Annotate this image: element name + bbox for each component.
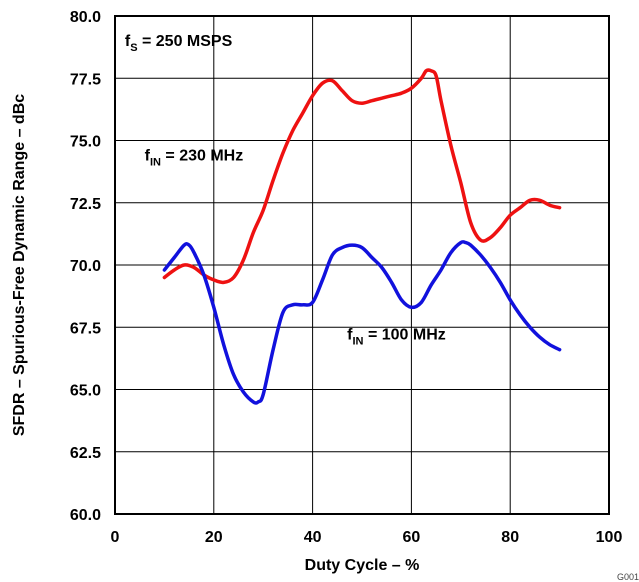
- series-line-1: [162, 240, 562, 405]
- y-tick-label: 62.5: [70, 445, 101, 462]
- x-tick-label: 80: [501, 529, 519, 546]
- x-tick-label: 0: [111, 529, 120, 546]
- y-axis-label: SFDR – Spurious-Free Dynamic Range – dBc: [11, 94, 28, 436]
- x-axis-label: Duty Cycle – %: [305, 557, 420, 574]
- x-tick-label: 40: [304, 529, 322, 546]
- x-tick-label: 100: [596, 529, 623, 546]
- annotation-1: fIN = 230 MHz: [145, 147, 244, 168]
- annotation-0: fS = 250 MSPS: [125, 33, 233, 54]
- y-tick-label: 65.0: [70, 383, 101, 400]
- y-tick-label: 67.5: [70, 320, 101, 337]
- series-group: [162, 68, 562, 405]
- plot-frame: [114, 15, 610, 515]
- annotations: fS = 250 MSPS fIN = 230 MHz fIN = 100 MHz: [125, 33, 446, 348]
- y-tick-label: 70.0: [70, 258, 101, 275]
- y-tick-labels: 60.0 62.5 65.0 67.5 70.0 72.5 75.0 77.5 80.0: [70, 9, 101, 524]
- y-tick-label: 80.0: [70, 9, 101, 26]
- x-tick-labels: 0 20 40 60 80 100: [111, 529, 623, 546]
- grid-lines: [114, 15, 610, 515]
- y-tick-label: 75.0: [70, 134, 101, 151]
- series-line-0: [162, 68, 562, 285]
- annotation-2: fIN = 100 MHz: [347, 327, 446, 348]
- x-tick-label: 60: [403, 529, 421, 546]
- y-tick-label: 72.5: [70, 196, 101, 213]
- figure-id: G001: [616, 572, 639, 582]
- y-tick-label: 60.0: [70, 507, 101, 524]
- x-tick-label: 20: [205, 529, 223, 546]
- y-tick-label: 77.5: [70, 71, 101, 88]
